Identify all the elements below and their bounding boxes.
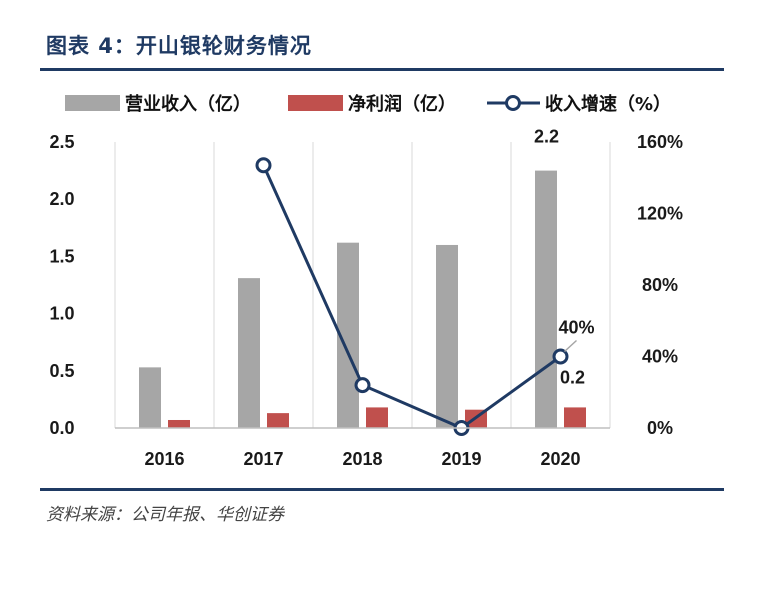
y-left-tick-label: 0.0 (49, 418, 74, 438)
revenue-bar (139, 367, 161, 428)
growth-point (552, 348, 569, 365)
profit-bar (366, 407, 388, 428)
x-tick-label: 2017 (243, 449, 283, 469)
revenue-data-label: 2.2 (534, 127, 559, 147)
legend-swatch-revenue (65, 95, 120, 111)
x-tick-label: 2020 (540, 449, 580, 469)
axes: 0.0 0.5 1.0 1.5 2.0 2.5 0% 40% 80% 120% 160% 2016 20… (49, 132, 683, 469)
growth-label-leader (563, 339, 578, 353)
legend-label-revenue: 营业收入（亿） (125, 93, 251, 115)
legend-swatch-growth-marker (505, 95, 521, 111)
y-right-tick-label: 0% (647, 418, 673, 438)
revenue-bar (535, 170, 557, 428)
y-left-tick-label: 0.5 (49, 361, 74, 381)
source-rule (40, 488, 724, 491)
legend-label-profit: 净利润（亿） (348, 93, 456, 115)
revenue-bar (238, 278, 260, 428)
y-right-tick-label: 40% (642, 347, 678, 367)
y-right-tick-label: 160% (637, 132, 683, 152)
revenue-bar (436, 244, 458, 428)
x-tick-label: 2018 (342, 449, 382, 469)
x-tick-label: 2019 (441, 449, 481, 469)
figure-title: 图表 4：开山银轮财务情况 (46, 34, 312, 58)
legend-swatch-profit (288, 95, 343, 111)
legend-label-growth: 收入增速（%） (545, 93, 671, 115)
growth-point (255, 157, 272, 174)
legend[interactable]: 营业收入（亿） 净利润（亿） 收入增速（%） (65, 93, 671, 115)
source-note: 资料来源：公司年报、华创证券 (46, 505, 284, 525)
grid-lines (114, 142, 611, 428)
y-left-tick-label: 1.0 (49, 304, 74, 324)
growth-polyline (262, 164, 562, 430)
data-labels: 2.2 0.2 40% (534, 127, 595, 388)
profit-bar (564, 407, 586, 428)
growth-data-label: 40% (558, 318, 594, 338)
y-right-tick-label: 80% (642, 275, 678, 295)
y-left-tick-label: 1.5 (49, 246, 74, 266)
profit-bar (168, 419, 190, 428)
growth-point (354, 377, 371, 394)
y-left-tick-label: 2.5 (49, 132, 74, 152)
y-left-tick-label: 2.0 (49, 189, 74, 209)
revenue-bar (337, 242, 359, 428)
y-right-tick-label: 120% (637, 204, 683, 224)
profit-bar (267, 413, 289, 428)
profit-data-label: 0.2 (560, 367, 585, 387)
x-tick-label: 2016 (144, 449, 184, 469)
title-rule (40, 68, 724, 71)
